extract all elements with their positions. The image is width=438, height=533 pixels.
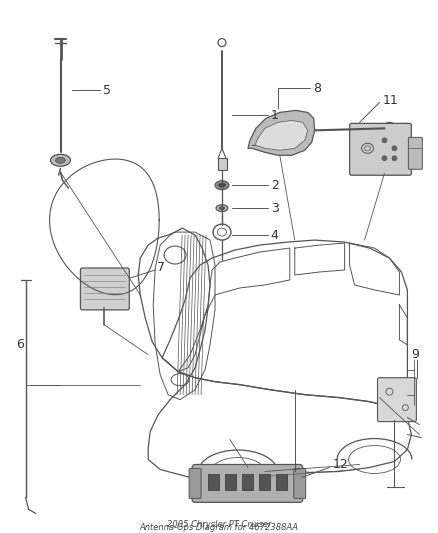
FancyBboxPatch shape [189, 469, 201, 498]
Ellipse shape [215, 181, 229, 190]
Bar [208, 474, 219, 490]
Text: 3: 3 [271, 201, 279, 215]
FancyBboxPatch shape [294, 469, 306, 498]
Ellipse shape [382, 138, 387, 143]
Bar [259, 474, 270, 490]
Ellipse shape [56, 157, 66, 163]
FancyBboxPatch shape [350, 123, 411, 175]
Bar [276, 474, 287, 490]
Ellipse shape [382, 156, 387, 161]
Text: 8: 8 [313, 82, 321, 95]
Text: 9: 9 [411, 348, 419, 361]
Text: 12: 12 [332, 458, 348, 471]
Text: 2: 2 [271, 179, 279, 192]
FancyBboxPatch shape [408, 138, 422, 169]
Bar [242, 474, 253, 490]
Ellipse shape [219, 183, 226, 187]
Ellipse shape [216, 205, 228, 212]
Polygon shape [248, 110, 314, 155]
Ellipse shape [50, 154, 71, 166]
FancyBboxPatch shape [81, 268, 129, 310]
Text: 7: 7 [157, 262, 165, 274]
FancyBboxPatch shape [218, 158, 227, 170]
Ellipse shape [392, 156, 397, 161]
FancyBboxPatch shape [192, 464, 303, 503]
FancyBboxPatch shape [378, 378, 417, 422]
Text: 4: 4 [271, 229, 279, 241]
Text: 1: 1 [271, 109, 279, 122]
Polygon shape [252, 120, 308, 150]
Text: 6: 6 [16, 338, 24, 351]
Text: 5: 5 [103, 84, 111, 97]
Text: 11: 11 [382, 94, 398, 107]
Bar [225, 474, 236, 490]
Text: Antenna-Gps Diagram for 4672388AA: Antenna-Gps Diagram for 4672388AA [139, 523, 299, 532]
Ellipse shape [219, 207, 225, 209]
Ellipse shape [392, 146, 397, 151]
Text: 2005 Chrysler PT Cruiser: 2005 Chrysler PT Cruiser [167, 520, 271, 529]
Ellipse shape [382, 123, 396, 134]
Ellipse shape [399, 123, 411, 133]
